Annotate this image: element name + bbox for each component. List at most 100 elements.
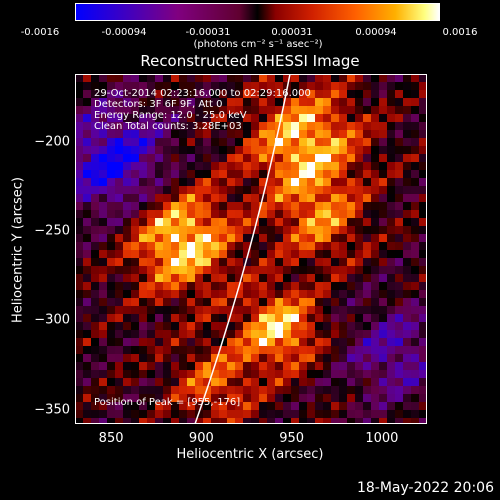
heatmap-cell: [235, 82, 243, 90]
heatmap-cell: [195, 306, 203, 314]
heatmap-cell: [211, 386, 219, 394]
heatmap-cell: [355, 226, 363, 234]
heatmap-cell: [179, 130, 187, 138]
heatmap-cell: [259, 210, 267, 218]
heatmap-cell: [395, 266, 403, 274]
heatmap-cell: [419, 266, 427, 274]
heatmap-cell: [419, 314, 427, 322]
heatmap-cell: [323, 370, 331, 378]
heatmap-cell: [379, 82, 387, 90]
heatmap-cell: [75, 178, 83, 186]
heatmap-cell: [171, 274, 179, 282]
heatmap-cell: [363, 330, 371, 338]
heatmap-cell: [187, 306, 195, 314]
heatmap-cell: [219, 210, 227, 218]
heatmap-cell: [83, 298, 91, 306]
heatmap-cell: [131, 402, 139, 410]
heatmap-cell: [323, 378, 331, 386]
heatmap-cell: [387, 162, 395, 170]
heatmap-cell: [195, 378, 203, 386]
heatmap-cell: [339, 370, 347, 378]
heatmap-cell: [283, 322, 291, 330]
info-energy-range: Energy Range: 12.0 - 25.0 keV: [94, 110, 247, 121]
heatmap-cell: [227, 170, 235, 178]
heatmap-cell: [411, 210, 419, 218]
heatmap-cell: [235, 114, 243, 122]
heatmap-cell: [91, 170, 99, 178]
heatmap-cell: [331, 234, 339, 242]
heatmap-cell: [395, 338, 403, 346]
heatmap-cell: [99, 82, 107, 90]
heatmap-cell: [291, 210, 299, 218]
heatmap-cell: [251, 418, 259, 424]
heatmap-cell: [371, 314, 379, 322]
heatmap-cell: [339, 170, 347, 178]
heatmap-cell: [291, 234, 299, 242]
heatmap-cell: [115, 338, 123, 346]
heatmap-cell: [291, 290, 299, 298]
heatmap-cell: [259, 218, 267, 226]
heatmap-cell: [203, 226, 211, 234]
heatmap-cell: [363, 338, 371, 346]
heatmap-cell: [219, 418, 227, 424]
heatmap-cell: [123, 242, 131, 250]
heatmap-cell: [75, 290, 83, 298]
heatmap-cell: [403, 410, 411, 418]
heatmap-cell: [315, 178, 323, 186]
heatmap-cell: [195, 250, 203, 258]
heatmap-cell: [339, 98, 347, 106]
heatmap-cell: [235, 138, 243, 146]
heatmap-cell: [123, 266, 131, 274]
heatmap-cell: [147, 210, 155, 218]
heatmap-cell: [347, 330, 355, 338]
heatmap-cell: [411, 218, 419, 226]
heatmap-cell: [115, 74, 123, 82]
heatmap-cell: [163, 234, 171, 242]
heatmap-cell: [339, 306, 347, 314]
heatmap-cell: [387, 314, 395, 322]
heatmap-cell: [267, 138, 275, 146]
heatmap-cell: [307, 386, 315, 394]
heatmap-cell: [259, 154, 267, 162]
heatmap-cell: [227, 226, 235, 234]
heatmap-cell: [179, 298, 187, 306]
heatmap-cell: [315, 170, 323, 178]
heatmap-cell: [251, 74, 259, 82]
heatmap-cell: [75, 170, 83, 178]
heatmap-cell: [83, 354, 91, 362]
heatmap-cell: [331, 90, 339, 98]
heatmap-cell: [419, 322, 427, 330]
heatmap-cell: [195, 330, 203, 338]
heatmap-cell: [211, 410, 219, 418]
heatmap-cell: [251, 354, 259, 362]
heatmap-cell: [251, 178, 259, 186]
heatmap-cell: [267, 354, 275, 362]
heatmap-cell: [419, 226, 427, 234]
heatmap-cell: [315, 314, 323, 322]
heatmap-cell: [235, 258, 243, 266]
heatmap-cell: [211, 378, 219, 386]
heatmap-cell: [323, 210, 331, 218]
heatmap-cell: [267, 378, 275, 386]
heatmap-cell: [211, 338, 219, 346]
heatmap-cell: [163, 370, 171, 378]
heatmap-cell: [187, 194, 195, 202]
heatmap-cell: [179, 314, 187, 322]
heatmap-cell: [339, 386, 347, 394]
heatmap-cell: [243, 242, 251, 250]
heatmap-cell: [371, 338, 379, 346]
heatmap-cell: [171, 386, 179, 394]
heatmap-cell: [371, 90, 379, 98]
heatmap-cell: [363, 202, 371, 210]
heatmap-cell: [123, 98, 131, 106]
heatmap-cell: [371, 122, 379, 130]
heatmap-cell: [123, 370, 131, 378]
heatmap-cell: [99, 266, 107, 274]
heatmap-cell: [123, 274, 131, 282]
heatmap-cell: [355, 330, 363, 338]
heatmap-cell: [363, 402, 371, 410]
heatmap-cell: [99, 154, 107, 162]
heatmap-cell: [355, 394, 363, 402]
heatmap-cell: [339, 210, 347, 218]
heatmap-cell: [123, 106, 131, 114]
